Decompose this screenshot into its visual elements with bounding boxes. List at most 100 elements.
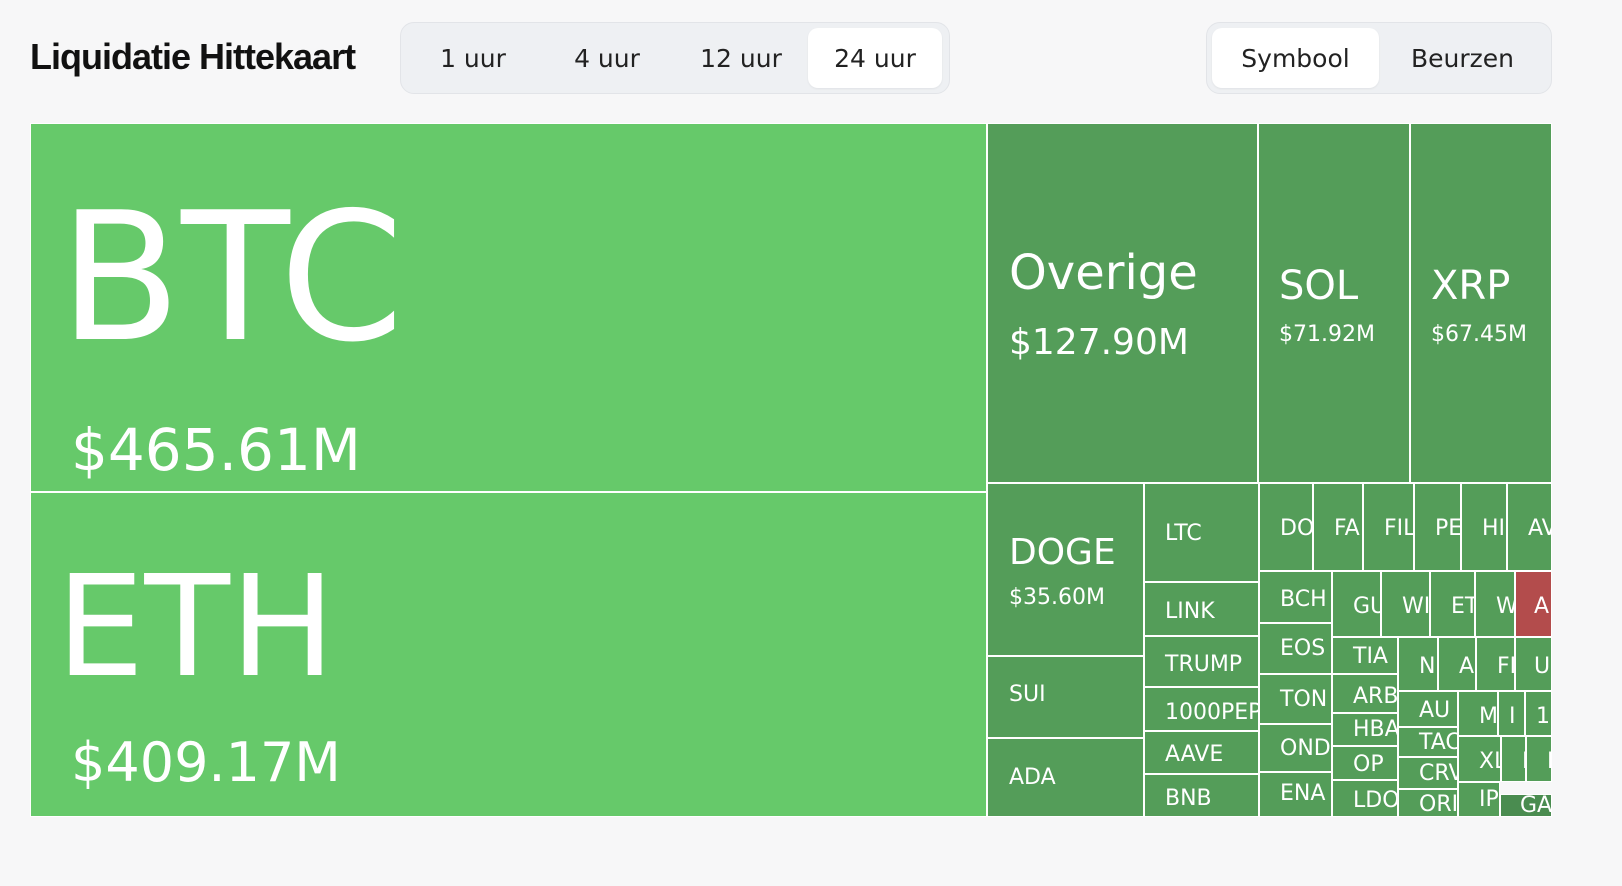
treemap-tile[interactable]: FI (1476, 637, 1515, 691)
tile-symbol: TRUMP (1165, 652, 1243, 677)
treemap-tile[interactable]: IP (1458, 782, 1500, 817)
treemap-tile[interactable]: BTC $465.61M (30, 123, 987, 492)
view-mode-selector: Symbool Beurzen (1206, 22, 1552, 94)
tile-value: $35.60M (1009, 585, 1105, 610)
treemap-tile[interactable]: A (1438, 637, 1476, 691)
treemap-tile[interactable]: ET (1430, 571, 1475, 637)
treemap-tile[interactable]: AV (1507, 483, 1552, 571)
treemap-tile[interactable]: F (1526, 736, 1552, 782)
timeframe-selector: 1 uur 4 uur 12 uur 24 uur (400, 22, 950, 94)
treemap-tile[interactable]: LTC (1144, 483, 1259, 582)
tab-beurzen[interactable]: Beurzen (1410, 43, 1514, 73)
tile-symbol: DO (1280, 516, 1313, 541)
tile-symbol: SUI (1009, 682, 1046, 707)
treemap-tile[interactable]: XRP $67.45M (1410, 123, 1552, 483)
treemap-tile[interactable]: FA (1313, 483, 1363, 571)
tile-symbol: M (1479, 704, 1498, 729)
tile-symbol: U (1534, 654, 1551, 679)
tile-symbol: WI (1402, 594, 1430, 619)
tab-24-uur[interactable]: 24 uur (808, 28, 942, 88)
treemap-tile[interactable]: TRUMP (1144, 636, 1259, 687)
treemap-tile[interactable]: 1 (1525, 691, 1552, 736)
tile-symbol: XRP (1431, 263, 1511, 309)
tile-symbol: EOS (1280, 636, 1326, 661)
tile-symbol: F (1547, 751, 1551, 773)
treemap-tile[interactable]: XL (1458, 736, 1501, 782)
treemap-tile[interactable]: SOL $71.92M (1258, 123, 1410, 483)
tile-symbol: W (1496, 596, 1514, 618)
treemap-tile[interactable]: ADA (987, 738, 1144, 817)
treemap-tile[interactable]: HI (1461, 483, 1507, 571)
tile-symbol: TIA (1353, 644, 1388, 669)
treemap-tile[interactable]: HBA (1332, 713, 1398, 746)
tile-symbol: OND (1280, 736, 1331, 761)
tile-symbol: ARB (1353, 684, 1398, 709)
tab-symbool[interactable]: Symbool (1212, 28, 1379, 88)
tile-symbol: ADA (1009, 765, 1056, 790)
treemap-tile[interactable]: M (1458, 691, 1498, 736)
tile-symbol: FA (1334, 516, 1360, 541)
treemap-tile[interactable]: TAC (1398, 727, 1458, 757)
treemap-tile[interactable]: I (1498, 691, 1525, 736)
treemap-tile[interactable]: PE (1414, 483, 1461, 571)
treemap-tile[interactable]: NI (1398, 637, 1438, 691)
tile-symbol: AV (1528, 516, 1551, 541)
treemap-tile[interactable]: DO (1259, 483, 1313, 571)
tile-symbol: Overige (1009, 245, 1198, 301)
treemap-tile[interactable]: Overige $127.90M (987, 123, 1258, 483)
tile-symbol: HI (1482, 516, 1506, 541)
tile-symbol: BCH (1280, 587, 1327, 612)
treemap-tile[interactable]: OP (1332, 746, 1398, 780)
treemap-tile[interactable]: FIL (1363, 483, 1414, 571)
tile-symbol: LINK (1165, 599, 1215, 624)
treemap-tile[interactable]: TON (1259, 674, 1332, 724)
treemap-tile[interactable]: ARB (1332, 674, 1398, 713)
tile-symbol: ORI (1419, 792, 1458, 817)
treemap-tile[interactable]: DOGE $35.60M (987, 483, 1144, 656)
treemap-tile[interactable]: A (1515, 571, 1552, 637)
treemap-tile[interactable]: 1000PEP (1144, 687, 1259, 731)
treemap-tile[interactable]: EOS (1259, 623, 1332, 674)
treemap-tile[interactable]: ENA (1259, 772, 1332, 817)
tile-symbol: 1000PEP (1165, 700, 1259, 725)
treemap-tile[interactable]: N (1501, 736, 1526, 782)
tile-symbol: SOL (1279, 263, 1359, 309)
tile-symbol: TAC (1419, 730, 1458, 755)
tile-symbol: FIL (1384, 516, 1414, 541)
tile-symbol: XL (1479, 749, 1500, 774)
treemap-tile[interactable]: TIA (1332, 637, 1398, 674)
treemap-tile[interactable]: LINK (1144, 582, 1259, 636)
tile-symbol: N (1522, 751, 1525, 773)
treemap-tile[interactable]: U (1515, 637, 1552, 691)
treemap-tile[interactable]: AAVE (1144, 731, 1259, 774)
treemap-tile[interactable]: ETH $409.17M (30, 492, 987, 817)
treemap-tile[interactable]: BNB (1144, 774, 1259, 817)
treemap-tile[interactable]: SUI (987, 656, 1144, 738)
tile-symbol: 1 (1536, 704, 1550, 729)
tab-12-uur[interactable]: 12 uur (700, 43, 782, 73)
tab-4-uur[interactable]: 4 uur (574, 43, 640, 73)
treemap-tile[interactable]: WI (1381, 571, 1430, 637)
treemap-tile[interactable]: GU (1332, 571, 1381, 637)
tile-symbol: IP (1479, 787, 1499, 812)
tile-symbol: I (1509, 704, 1516, 729)
tile-symbol: ETH (56, 546, 336, 709)
treemap-tile[interactable]: CRV (1398, 757, 1458, 789)
treemap-tile[interactable]: OND (1259, 724, 1332, 772)
tile-symbol: AU (1419, 698, 1451, 723)
treemap-tile[interactable]: ORI (1398, 789, 1458, 817)
liquidation-heatmap: BTC $465.61M ETH $409.17M Overige $127.90M SOL… (30, 123, 1552, 817)
tile-value: $71.92M (1279, 322, 1375, 347)
treemap-tile[interactable]: LDO (1332, 780, 1398, 817)
tile-symbol: BTC (59, 174, 404, 381)
tile-symbol: NI (1419, 654, 1437, 679)
tile-symbol: LTC (1165, 521, 1202, 546)
treemap-tile[interactable]: GA (1500, 794, 1552, 817)
treemap-tile[interactable]: BCH (1259, 571, 1332, 623)
tile-symbol: TON (1280, 687, 1328, 712)
tile-symbol: ENA (1280, 781, 1326, 806)
treemap-tile[interactable]: W (1475, 571, 1515, 637)
treemap-tile[interactable]: AU (1398, 691, 1458, 727)
tab-1-uur[interactable]: 1 uur (440, 43, 506, 73)
tile-value: $127.90M (1009, 322, 1189, 363)
